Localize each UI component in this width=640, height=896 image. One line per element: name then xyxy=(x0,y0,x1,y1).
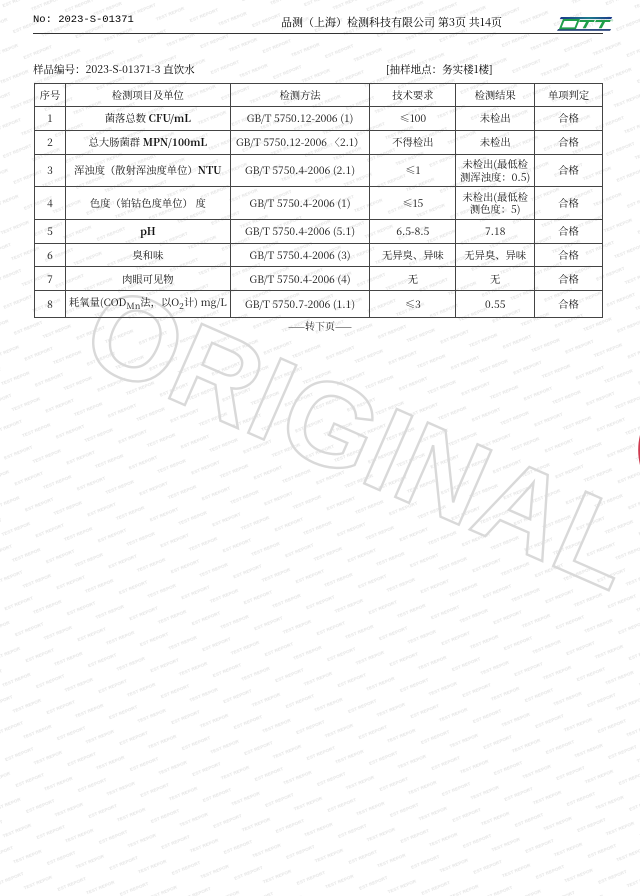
svg-text:®: ® xyxy=(611,18,613,22)
